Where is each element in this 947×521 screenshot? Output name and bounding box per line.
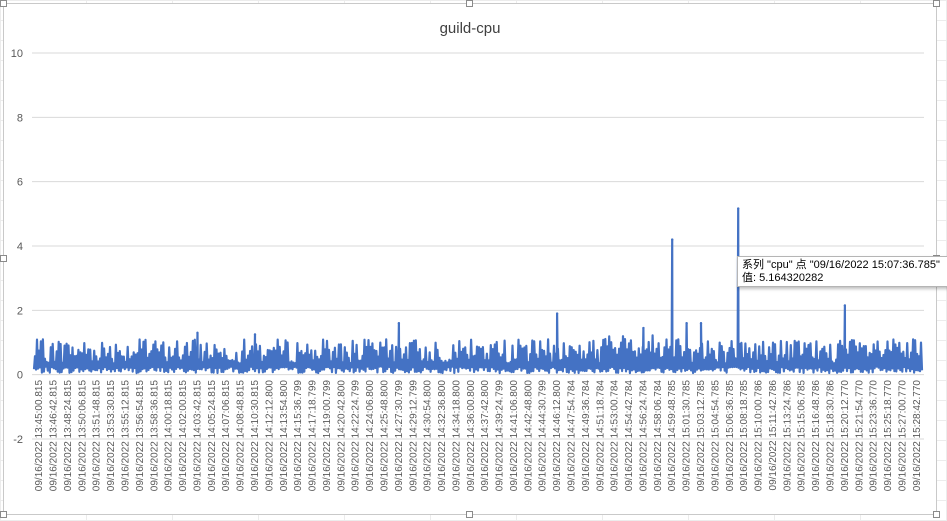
data-point-tooltip: 系列 "cpu" 点 "09/16/2022 15:07:36.785" 值: … xyxy=(737,256,947,287)
x-tick-label: 09/16/2022 13:46:42.815 xyxy=(49,380,60,492)
x-tick-label: 09/16/2022 15:27:00.770 xyxy=(897,380,908,492)
x-tick-label: 09/16/2022 14:42:48.800 xyxy=(523,380,534,492)
x-tick-label: 09/16/2022 15:03:12.785 xyxy=(696,380,707,492)
x-tick-label: 09/16/2022 14:41:06.800 xyxy=(509,380,520,492)
x-tick-label: 09/16/2022 14:46:12.800 xyxy=(552,380,563,492)
x-tick-label: 09/16/2022 15:10:00.786 xyxy=(754,380,765,492)
x-tick-label: 09/16/2022 14:03:42.815 xyxy=(192,380,203,492)
x-tick-label: 09/16/2022 14:05:24.815 xyxy=(207,380,218,492)
x-tick-label: 09/16/2022 13:58:36.815 xyxy=(149,380,160,492)
data-point-peak[interactable] xyxy=(843,304,847,307)
y-tick-label: 10 xyxy=(11,48,23,60)
y-tick-label: 4 xyxy=(17,241,23,253)
x-tick-label: 09/16/2022 13:53:30.815 xyxy=(106,380,117,492)
x-tick-label: 09/16/2022 14:37:42.800 xyxy=(480,380,491,492)
data-point-peak[interactable] xyxy=(196,331,199,335)
x-tick-label: 09/16/2022 15:23:36.770 xyxy=(869,380,880,492)
x-tick-label: 09/16/2022 14:59:48.785 xyxy=(667,380,678,492)
data-point-peak[interactable] xyxy=(685,322,688,325)
x-tick-label: 09/16/2022 15:15:06.785 xyxy=(797,380,808,492)
x-tick-label: 09/16/2022 14:00:18.815 xyxy=(164,380,175,492)
x-tick-label: 09/16/2022 14:36:00.800 xyxy=(466,380,477,492)
x-tick-label: 09/16/2022 13:48:24.815 xyxy=(63,380,74,492)
x-tick-label: 09/16/2022 14:20:42.800 xyxy=(336,380,347,492)
x-tick-label: 09/16/2022 14:27:30.799 xyxy=(394,380,405,492)
x-tick-label: 09/16/2022 14:10:30.815 xyxy=(250,380,261,492)
x-tick-label: 09/16/2022 14:30:54.800 xyxy=(423,380,434,492)
x-tick-label: 09/16/2022 15:21:54.770 xyxy=(854,380,865,492)
resize-handle-bottom[interactable] xyxy=(466,511,473,518)
x-tick-label: 09/16/2022 15:11:42.786 xyxy=(768,380,779,491)
x-tick-label: 09/16/2022 13:51:48.815 xyxy=(92,380,103,492)
x-tick-label: 09/16/2022 14:22:24.799 xyxy=(351,380,362,492)
x-tick-label: 09/16/2022 14:08:48.815 xyxy=(236,380,247,492)
x-tick-label: 09/16/2022 14:54:42.784 xyxy=(624,380,635,492)
data-point-peak[interactable] xyxy=(737,207,740,210)
data-point-peak[interactable] xyxy=(397,322,401,325)
x-tick-label: 09/16/2022 14:13:54.800 xyxy=(279,380,290,492)
x-tick-label: 09/16/2022 13:55:12.815 xyxy=(121,380,132,492)
data-point-peak[interactable] xyxy=(253,333,257,336)
data-point-peak[interactable] xyxy=(642,326,645,330)
x-tick-label: 09/16/2022 14:02:00.815 xyxy=(178,380,189,492)
data-point-peak[interactable] xyxy=(699,322,703,325)
y-tick-label: 6 xyxy=(17,177,23,189)
series-line-cpu[interactable] xyxy=(32,207,924,375)
x-tick-label: 09/16/2022 15:25:18.770 xyxy=(883,380,894,492)
x-tick-label: 09/16/2022 14:19:00.799 xyxy=(322,380,333,492)
data-point-peak[interactable] xyxy=(555,312,559,315)
x-tick-label: 09/16/2022 15:20:12.770 xyxy=(840,380,851,492)
x-tick-label: 09/16/2022 14:47:54.784 xyxy=(567,380,578,492)
y-tick-label: 2 xyxy=(17,305,23,317)
x-tick-label: 09/16/2022 14:32:36.800 xyxy=(437,380,448,492)
resize-handle-top-right[interactable] xyxy=(933,0,940,7)
x-tick-label: 09/16/2022 14:15:36.799 xyxy=(293,380,304,492)
x-tick-label: 09/16/2022 15:04:54.785 xyxy=(710,380,721,492)
x-tick-label: 09/16/2022 14:49:36.784 xyxy=(581,380,592,492)
resize-handle-bottom-left[interactable] xyxy=(0,511,7,518)
x-tick-label: 09/16/2022 14:39:24.799 xyxy=(495,380,506,492)
x-tick-label: 09/16/2022 15:18:30.786 xyxy=(825,380,836,492)
x-tick-label: 09/16/2022 14:56:24.784 xyxy=(638,380,649,492)
resize-handle-top-left[interactable] xyxy=(0,0,7,7)
x-tick-label: 09/16/2022 15:13:24.786 xyxy=(782,380,793,492)
x-tick-label: 09/16/2022 14:29:12.799 xyxy=(408,380,419,492)
x-tick-label: 09/16/2022 14:12:12.800 xyxy=(264,380,275,492)
x-tick-label: 09/16/2022 14:25:48.800 xyxy=(379,380,390,492)
tooltip-series-point: 系列 "cpu" 点 "09/16/2022 15:07:36.785" xyxy=(742,259,940,271)
data-point-peak[interactable] xyxy=(671,238,674,241)
x-tick-label: 09/16/2022 14:07:06.815 xyxy=(221,380,232,492)
x-tick-label: 09/16/2022 15:06:36.785 xyxy=(725,380,736,492)
tooltip-value: 值: 5.164320282 xyxy=(742,272,824,284)
y-tick-label: 0 xyxy=(17,370,23,382)
x-tick-label: 09/16/2022 13:56:54.815 xyxy=(135,380,146,492)
chart-title: guild-cpu xyxy=(440,20,501,37)
x-tick-label: 09/16/2022 14:58:06.784 xyxy=(653,380,664,492)
x-tick-label: 09/16/2022 14:44:30.799 xyxy=(538,380,549,492)
resize-handle-top[interactable] xyxy=(466,0,473,7)
x-tick-label: 09/16/2022 14:53:00.784 xyxy=(610,380,621,492)
x-tick-label: 09/16/2022 14:24:06.800 xyxy=(365,380,376,492)
x-tick-label: 09/16/2022 15:16:48.786 xyxy=(811,380,822,492)
x-tick-label: 09/16/2022 14:51:18.784 xyxy=(595,380,606,492)
x-tick-label: 09/16/2022 15:01:30.785 xyxy=(682,380,693,492)
resize-handle-bottom-right[interactable] xyxy=(933,511,940,518)
x-tick-label: 09/16/2022 14:34:18.800 xyxy=(451,380,462,492)
x-tick-label: 09/16/2022 14:17:18.799 xyxy=(308,380,319,492)
x-tick-label: 09/16/2022 15:28:42.770 xyxy=(912,380,923,492)
y-tick-label: 8 xyxy=(17,112,23,124)
y-tick-label: -2 xyxy=(13,434,23,446)
x-tick-label: 09/16/2022 13:50:06.815 xyxy=(77,380,88,492)
resize-handle-left[interactable] xyxy=(0,255,7,262)
x-tick-label: 09/16/2022 13:45:00.815 xyxy=(34,380,45,492)
x-tick-label: 09/16/2022 15:08:18.785 xyxy=(739,380,750,492)
